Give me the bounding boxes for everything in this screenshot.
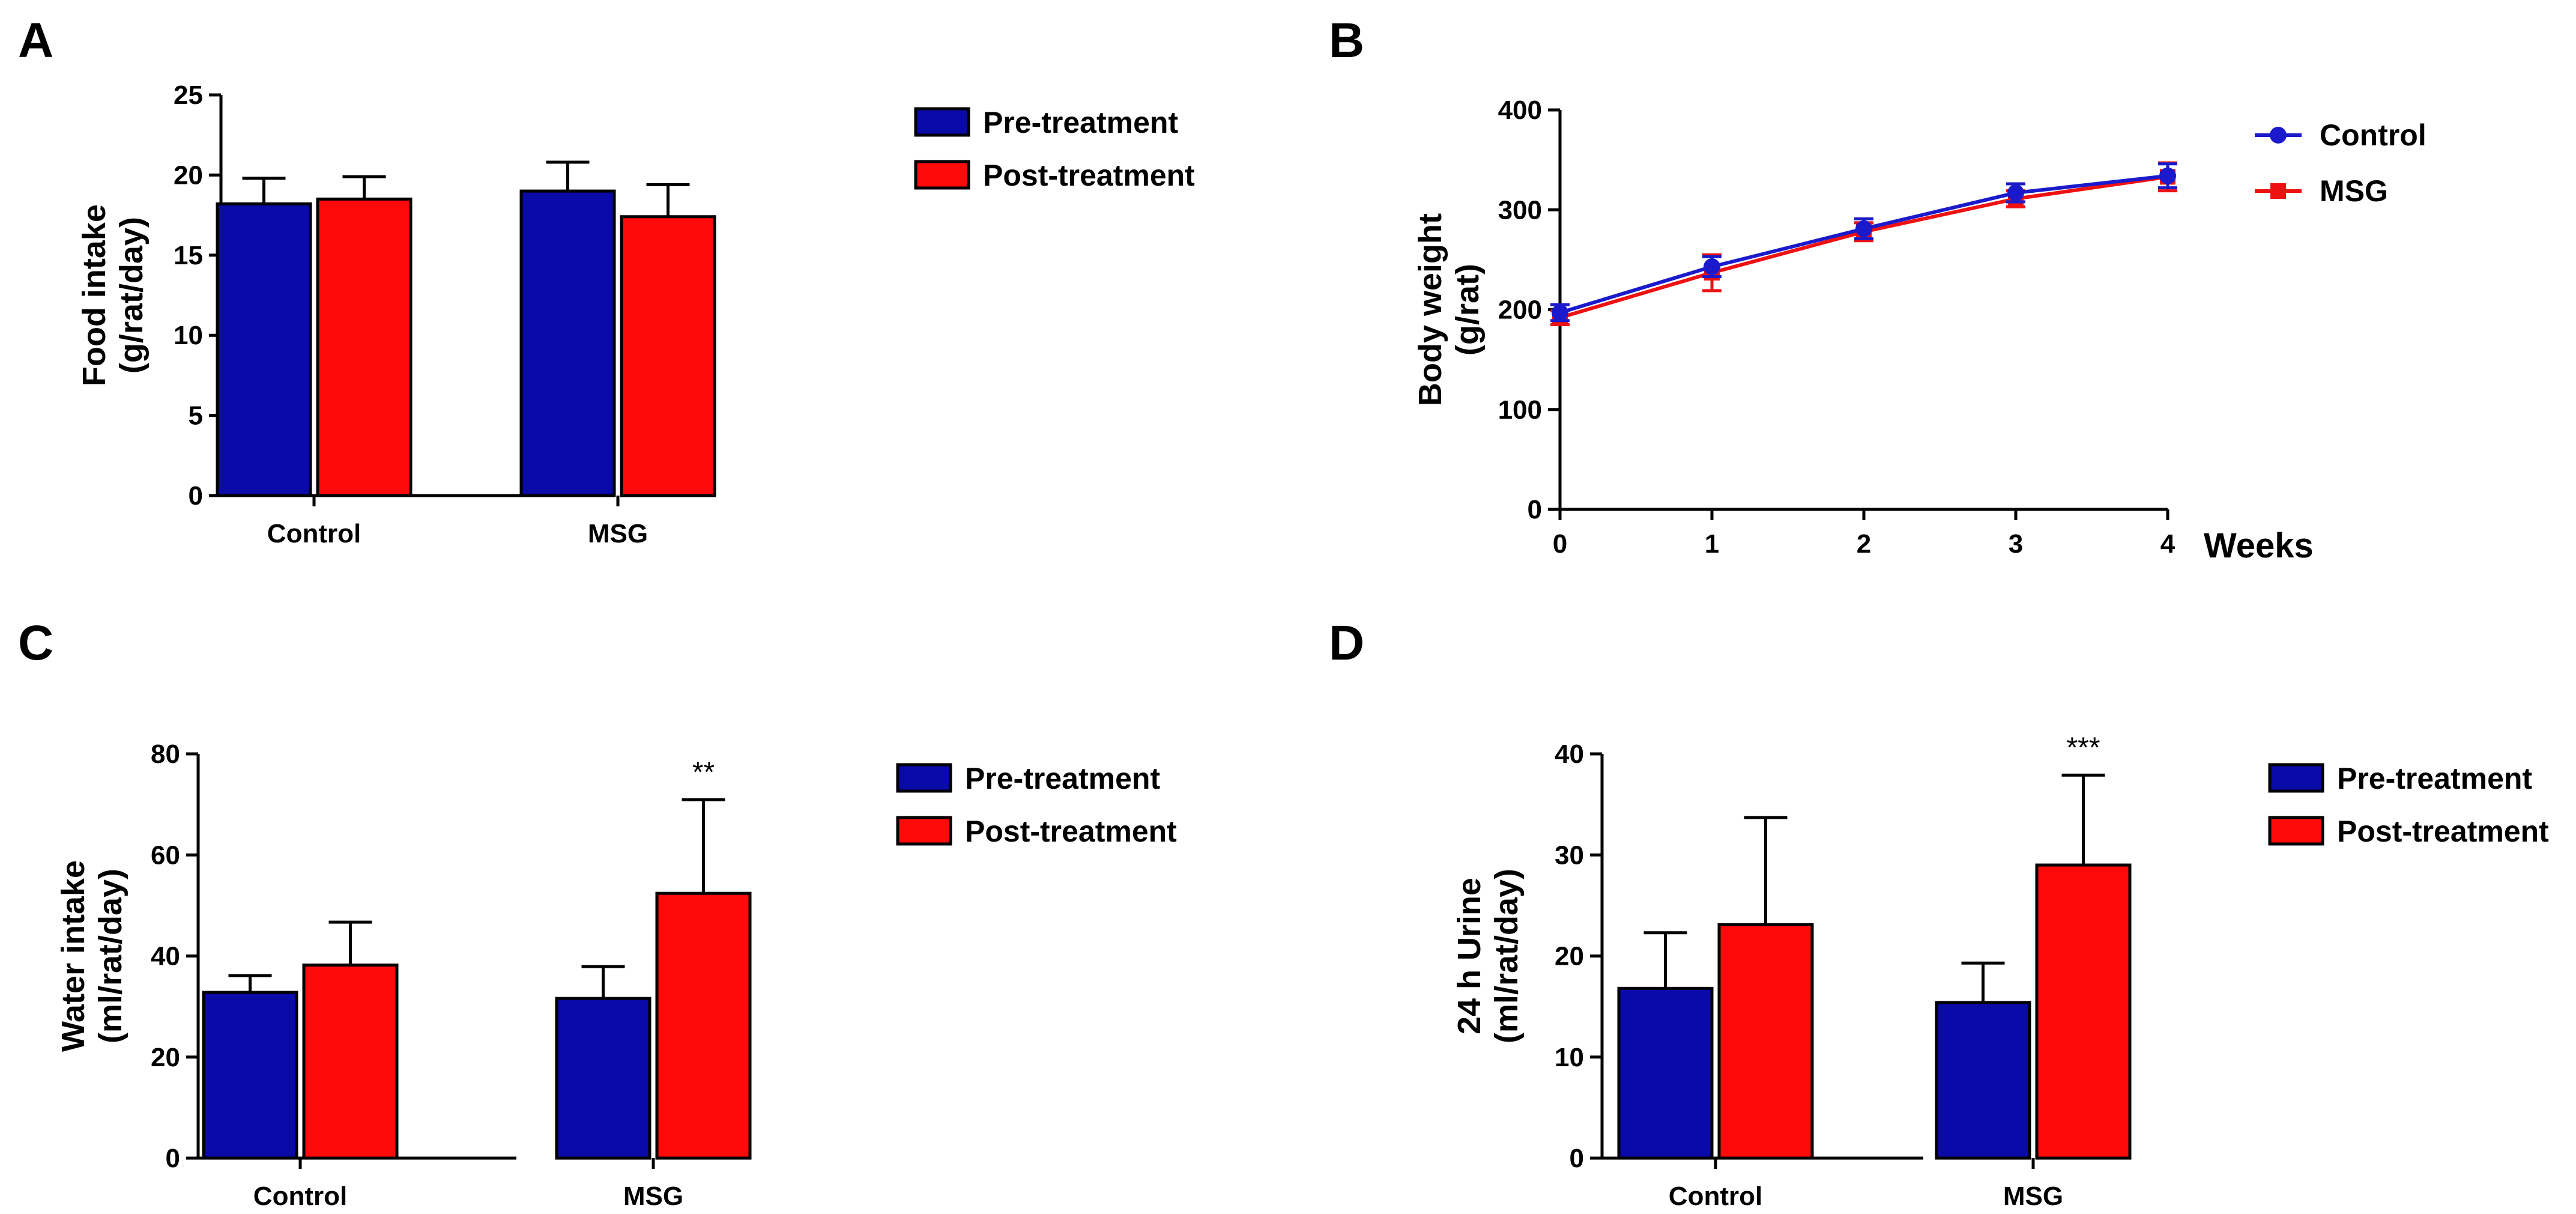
panel-C-ytick-label: 60 [151, 840, 180, 870]
panel-D-letter: D [1329, 616, 1364, 670]
panel-A-ylabel: Food intake [76, 204, 112, 386]
panel-D-legend-swatch [2268, 763, 2324, 793]
panel-A-ytick-label: 25 [174, 80, 203, 110]
panel-C-ytick-label: 40 [151, 942, 180, 971]
panel-C-ylabel: (ml/rat/day) [92, 869, 128, 1043]
panel-B-xtick-label: 3 [2009, 529, 2023, 559]
panel-C-bar-msg-pre [555, 997, 652, 1160]
panel-A-ytick-label: 20 [174, 160, 203, 190]
panel-C-ytick-label: 80 [151, 739, 180, 769]
panel-C-legend-swatch [896, 816, 952, 846]
panel-D-ylabel: (ml/rat/day) [1489, 869, 1525, 1043]
panel-A-bar-msg-post [620, 215, 716, 497]
panel-C-xtick-label: Control [253, 1182, 347, 1211]
panel-A-legend-swatch [914, 160, 970, 190]
panel-A-letter: A [18, 13, 53, 68]
panel-D-legend-swatch [2268, 816, 2324, 846]
panel-D-bar-msg-post [2035, 863, 2132, 1160]
panel-C-ylabel: Water intake [55, 860, 91, 1052]
panel-B-ytick-label: 200 [1498, 296, 1542, 325]
panel-B-point-control [1552, 304, 1568, 321]
panel-D-ylabel: 24 h Urine [1451, 878, 1487, 1034]
panel-D-ytick-label: 0 [1570, 1144, 1584, 1173]
panel-A-legend-swatch [914, 107, 970, 137]
panel-B-xtick-label: 0 [1553, 529, 1567, 559]
panel-A-legend-label: Pre-treatment [983, 106, 1178, 139]
panel-B-point-control [2007, 184, 2024, 201]
panel-C-bar-control-pre [202, 991, 298, 1160]
panel-D-bar-control-post [1717, 923, 1814, 1160]
panel-C-legend-swatch [896, 763, 952, 793]
panel-B-letter: B [1329, 13, 1364, 68]
panel-B-legend-label: Control [2320, 118, 2426, 152]
panel-D-bar-control-pre [1617, 986, 1714, 1160]
panel-A-xtick-label: Control [267, 519, 361, 548]
panel-B-line-msg [1559, 175, 2168, 320]
panel-C-legend-label: Post-treatment [965, 815, 1177, 848]
panel-C-letter: C [18, 616, 53, 670]
panel-D-bar-msg-pre [1935, 1001, 2031, 1160]
panel-A-ylabel: (g/rat/day) [113, 217, 150, 374]
panel-B-ytick-label: 400 [1498, 96, 1542, 125]
panel-A-bar-msg-pre [519, 189, 616, 497]
panel-B-point-control [2159, 167, 2176, 184]
panel-A-ytick-label: 0 [189, 481, 203, 511]
panel-B-legend-label: MSG [2320, 174, 2388, 208]
panel-B-ytick-label: 0 [1528, 495, 1542, 524]
panel-A-legend-label: Post-treatment [983, 159, 1195, 192]
panel-C-bar-control-post [302, 964, 399, 1160]
panel-D-xtick-label: Control [1669, 1182, 1762, 1211]
panel-A-xtick-label: MSG [588, 519, 648, 548]
panel-B-point-control [1855, 220, 1872, 237]
panel-B-xtick-label: 1 [1705, 529, 1719, 559]
panel-D-ytick-label: 40 [1555, 739, 1584, 769]
panel-B-xlabel: Weeks [2204, 526, 2314, 565]
panel-B-xtick-label: 4 [2160, 529, 2175, 559]
panel-A-ytick-label: 5 [189, 401, 203, 431]
panel-C-bar-msg-post [655, 891, 752, 1160]
panel-B-ytick-label: 100 [1498, 395, 1542, 425]
panel-D-legend-label: Post-treatment [2337, 815, 2549, 848]
panel-C-significance-label: ** [692, 757, 715, 789]
panel-D-ytick-label: 20 [1555, 942, 1584, 971]
panel-B-xtick-label: 2 [1857, 529, 1871, 559]
panel-B-ylabel: (g/rat) [1450, 264, 1486, 356]
panel-D-legend-label: Pre-treatment [2337, 762, 2532, 795]
panel-D-ytick-label: 10 [1555, 1043, 1584, 1072]
panel-C-ytick-label: 20 [151, 1043, 180, 1072]
panel-B-point-control [1704, 258, 1720, 276]
panel-A-bar-control-post [316, 197, 413, 497]
panel-C-ytick-label: 0 [166, 1144, 180, 1173]
panel-B-ytick-label: 300 [1498, 195, 1542, 225]
panel-B-legend-marker [2270, 127, 2287, 144]
panel-B-legend-marker [2270, 183, 2286, 199]
panel-D-ytick-label: 30 [1555, 840, 1584, 870]
panel-A-ytick-label: 15 [174, 241, 203, 270]
panel-D-xtick-label: MSG [2003, 1182, 2063, 1211]
panel-C-xtick-label: MSG [623, 1182, 683, 1211]
panel-D-significance-label: *** [2066, 732, 2100, 763]
panel-A-bar-control-pre [216, 202, 312, 497]
panel-A-ytick-label: 10 [174, 321, 203, 350]
panel-B-ylabel: Body weight [1412, 213, 1448, 406]
panel-C-legend-label: Pre-treatment [965, 762, 1160, 795]
